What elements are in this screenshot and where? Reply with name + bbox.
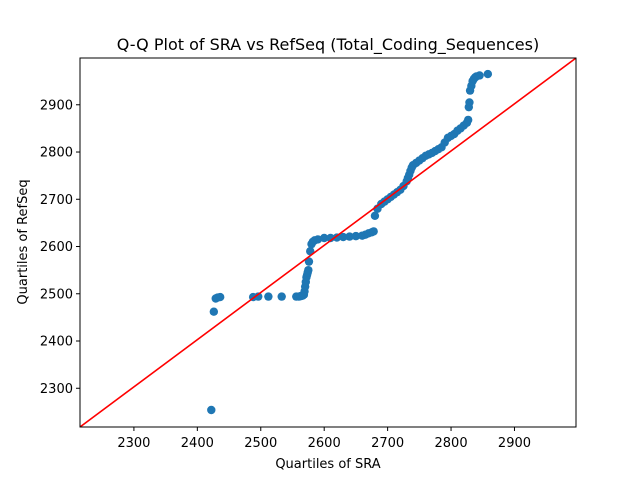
- plot-frame: [79, 57, 577, 428]
- x-tick-label: 2300: [117, 436, 150, 451]
- data-point: [326, 233, 335, 243]
- x-tick-label: 2400: [181, 436, 214, 451]
- data-point: [254, 292, 263, 301]
- data-point: [483, 69, 493, 79]
- data-point: [345, 232, 354, 241]
- reference-line: [80, 58, 576, 427]
- data-point: [304, 265, 313, 275]
- data-point: [264, 292, 273, 301]
- y-tick-label: 2800: [40, 146, 73, 161]
- y-tick-label: 2600: [40, 240, 73, 255]
- data-point: [277, 292, 286, 301]
- y-axis-label: Quartiles of RefSeq: [16, 179, 31, 304]
- chart-title: Q-Q Plot of SRA vs RefSeq (Total_Coding_…: [117, 35, 539, 55]
- data-point: [351, 231, 361, 241]
- data-point: [370, 211, 380, 221]
- x-tick-label: 2900: [498, 436, 531, 451]
- data-point: [319, 233, 329, 243]
- y-tick-label: 2500: [40, 287, 73, 302]
- data-point: [475, 71, 484, 80]
- x-tick-label: 2700: [371, 436, 404, 451]
- x-tick-label: 2600: [308, 436, 341, 451]
- data-point: [339, 232, 348, 242]
- y-tick-label: 2700: [40, 193, 73, 208]
- data-point: [304, 257, 314, 266]
- y-tick-label: 2400: [40, 335, 73, 350]
- data-point: [209, 307, 219, 316]
- data-point: [215, 292, 225, 302]
- data-point: [369, 227, 378, 236]
- x-axis-ticks: 2300 2400 2500 2600 2700 2800 2900: [117, 427, 531, 451]
- data-point: [207, 405, 216, 415]
- x-tick-label: 2800: [435, 436, 468, 451]
- x-tick-label: 2500: [244, 436, 277, 451]
- y-tick-label: 2900: [40, 98, 73, 113]
- x-axis-label: Quartiles of SRA: [275, 457, 380, 472]
- y-tick-label: 2300: [40, 382, 73, 397]
- y-axis-ticks: 2300 2400 2500 2600 2700 2800 2900: [40, 98, 80, 397]
- data-point: [332, 233, 342, 242]
- data-point: [465, 98, 474, 107]
- data-point: [313, 235, 323, 244]
- data-point: [463, 115, 473, 125]
